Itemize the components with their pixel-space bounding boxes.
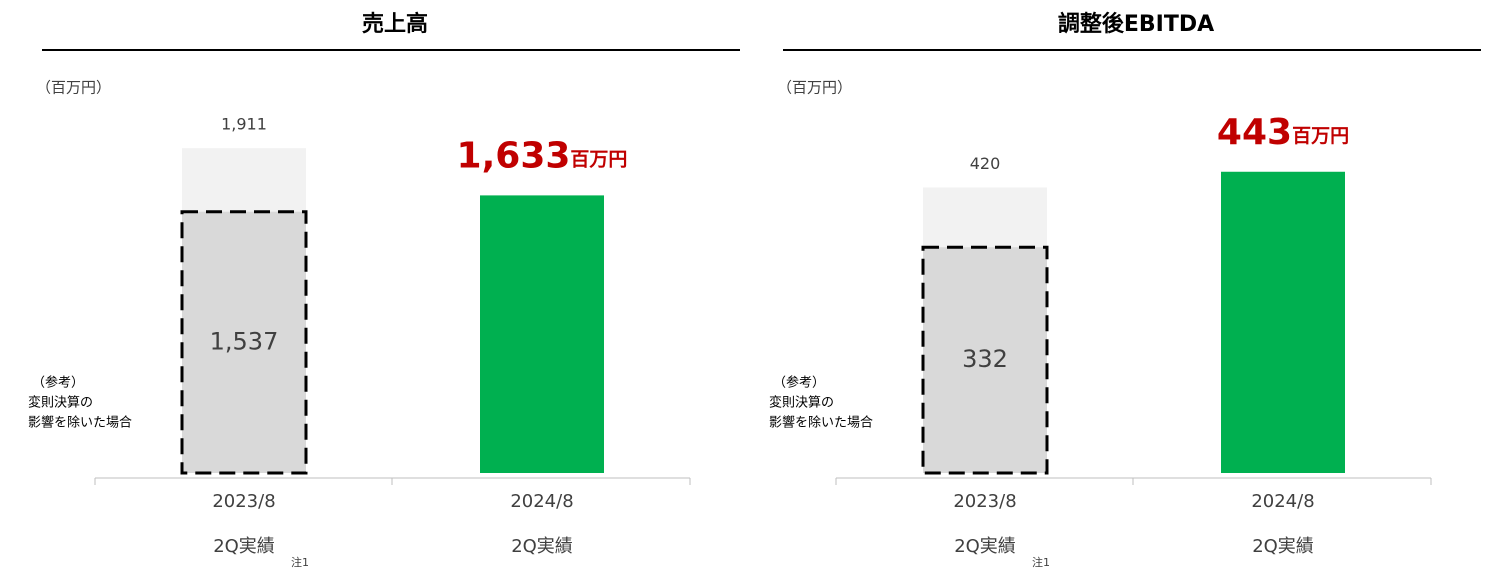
reference-note: （参考）	[32, 375, 84, 391]
x-tick-label: 2023/8	[212, 491, 275, 512]
chart-title: 売上高	[362, 11, 428, 37]
reference-note: 影響を除いた場合	[28, 415, 132, 431]
x-tick-sublabel: 2Q実績	[511, 536, 573, 557]
reference-note: （参考）	[773, 375, 825, 391]
reference-value-label: 332	[962, 345, 1008, 373]
value-label: 420	[970, 154, 1001, 173]
unit-label: （百万円）	[36, 79, 111, 97]
reference-value-label: 1,537	[210, 327, 279, 355]
x-tick-sublabel: 2Q実績	[954, 536, 1016, 557]
x-tick-label: 2023/8	[953, 491, 1016, 512]
bar	[1221, 171, 1345, 473]
highlight-value-label: 1,633百万円	[457, 135, 628, 176]
x-tick-sublabel: 2Q実績	[213, 536, 275, 557]
reference-note: 変則決算の	[28, 395, 93, 411]
reference-bar	[180, 210, 308, 475]
value-label: 1,633	[457, 135, 571, 176]
reference-note: 影響を除いた場合	[769, 415, 873, 431]
highlight-unit: 百万円	[570, 148, 627, 170]
category-note: 注1	[1032, 555, 1050, 569]
value-label: 1,911	[221, 115, 267, 134]
unit-label: （百万円）	[777, 79, 852, 97]
x-tick-label: 2024/8	[1251, 491, 1314, 512]
x-tick-label: 2024/8	[510, 491, 573, 512]
category-note: 注1	[291, 555, 309, 569]
x-tick-sublabel: 2Q実績	[1252, 536, 1314, 557]
chart-title: 調整後EBITDA	[1058, 11, 1214, 37]
highlight-unit: 百万円	[1292, 124, 1349, 146]
reference-note: 変則決算の	[769, 395, 834, 411]
highlight-value-label: 443百万円	[1217, 112, 1349, 153]
value-label: 443	[1217, 112, 1292, 153]
bar	[480, 195, 604, 473]
reference-bar	[921, 245, 1049, 475]
